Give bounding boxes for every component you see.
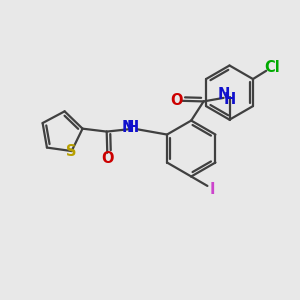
Text: O: O (101, 151, 113, 166)
Text: S: S (66, 144, 77, 159)
Text: N: N (122, 120, 134, 135)
Text: H: H (224, 92, 236, 107)
Text: I: I (210, 182, 215, 197)
Text: N: N (218, 87, 230, 102)
Text: Cl: Cl (264, 60, 280, 75)
Text: O: O (170, 93, 183, 108)
Text: H: H (127, 120, 139, 135)
